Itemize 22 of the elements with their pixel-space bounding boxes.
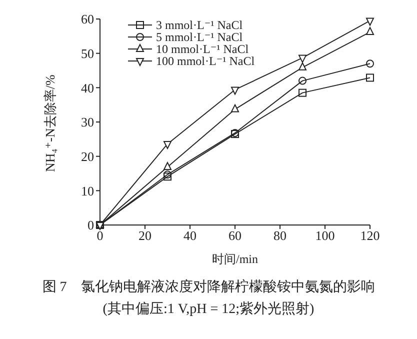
y-tick-label: 40 — [81, 80, 94, 96]
y-tick-label: 20 — [81, 148, 94, 164]
x-axis-title: 时间/min — [212, 252, 258, 266]
x-tick-label: 20 — [138, 228, 152, 244]
y-tick-label: 60 — [81, 12, 94, 27]
text: 图 7 氯化钠电解液浓度对降解柠檬酸铵中氨氮的影响 — [41, 278, 376, 296]
legend-label: 5 mmol·L⁻¹ NaCl — [156, 30, 243, 44]
y-tick-label: 50 — [81, 46, 94, 61]
x-tick-label: 100 — [315, 228, 335, 244]
x-tick-label: 0 — [96, 228, 104, 244]
x-tick-label: 80 — [274, 228, 286, 244]
y-tick-label: 10 — [81, 183, 94, 198]
x-tick-label: 60 — [228, 228, 242, 244]
y-axis-title: NH₄⁺-N去除率/% — [42, 74, 58, 172]
legend-label: 100 mmol·L⁻¹ NaCl — [156, 54, 255, 68]
y-tick-label: 30 — [81, 114, 94, 130]
x-tick-label: 40 — [184, 228, 196, 244]
text: (其中偏压:1 V,pH = 12;紫外光照射) — [102, 300, 316, 318]
legend-label: 3 mmol·L⁻¹ NaCl — [156, 18, 243, 32]
y-tick-label: 0 — [88, 218, 94, 233]
x-tick-label: 120 — [360, 228, 380, 244]
legend-label: 10 mmol·L⁻¹ NaCl — [156, 42, 249, 56]
